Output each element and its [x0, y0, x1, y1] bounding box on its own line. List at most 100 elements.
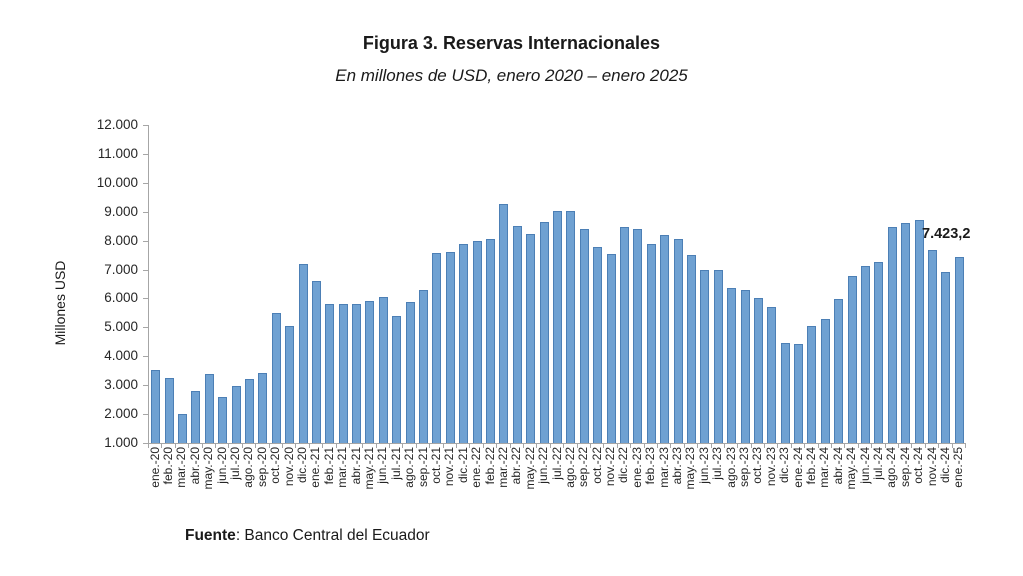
- x-tick-label: ago.-21: [402, 447, 417, 488]
- bar-oct.-23: [753, 298, 763, 443]
- bar-mar.-20: [177, 414, 187, 443]
- y-tick-mark: [143, 183, 148, 184]
- x-tick-mark: [871, 444, 873, 448]
- x-tick-mark: [362, 444, 364, 448]
- x-tick-mark: [737, 444, 739, 448]
- bar-ago.-20: [244, 379, 254, 443]
- x-tick-label: jul.-22: [549, 447, 564, 480]
- bar-may.-22: [526, 234, 536, 443]
- x-tick-label: abr.-24: [830, 447, 845, 485]
- bar-abr.-21: [352, 304, 362, 443]
- bar-feb.-21: [325, 304, 335, 443]
- x-tick-label: oct.-24: [911, 447, 926, 484]
- x-tick-mark: [670, 444, 672, 448]
- x-tick-mark: [375, 444, 377, 448]
- x-tick-mark: [523, 444, 525, 448]
- x-tick-mark: [402, 444, 404, 448]
- x-tick-mark: [911, 444, 913, 448]
- bar-nov.-23: [767, 307, 777, 443]
- x-tick-label: jul.-20: [228, 447, 243, 480]
- x-tick-label: nov.-22: [603, 447, 618, 487]
- x-tick-label: jun.-24: [857, 447, 872, 484]
- bar-ene.-22: [472, 241, 482, 443]
- bar-ago.-24: [887, 227, 897, 443]
- bar-jun.-20: [218, 397, 228, 443]
- plot-area: [148, 125, 966, 444]
- x-tick-label: ago.-24: [884, 447, 899, 488]
- x-tick-label: may.-22: [522, 447, 537, 490]
- bar-ago.-21: [405, 302, 415, 443]
- x-tick-mark: [174, 444, 176, 448]
- bar-jul.-24: [874, 262, 884, 443]
- x-tick-mark: [456, 444, 458, 448]
- x-tick-label: sep.-22: [576, 447, 591, 488]
- x-tick-mark: [616, 444, 618, 448]
- bar-jun.-24: [861, 266, 871, 443]
- x-tick-mark: [844, 444, 846, 448]
- bar-jul.-22: [553, 211, 562, 443]
- bar-nov.-24: [928, 250, 938, 443]
- x-tick-mark: [482, 444, 484, 448]
- bar-ago.-22: [566, 211, 576, 443]
- x-tick-label: nov.-23: [763, 447, 778, 487]
- bar-feb.-22: [486, 239, 496, 443]
- x-tick-label: sep.-21: [415, 447, 430, 488]
- bar-jun.-21: [378, 297, 388, 443]
- x-tick-label: may.-20: [201, 447, 216, 490]
- bar-ago.-23: [727, 288, 737, 443]
- y-tick-label: 4.000: [104, 348, 138, 363]
- x-tick-mark: [630, 444, 632, 448]
- x-tick-mark: [750, 444, 752, 448]
- x-tick-label: jun.-23: [696, 447, 711, 484]
- x-tick-label: jun.-22: [536, 447, 551, 484]
- x-tick-mark: [509, 444, 511, 448]
- bar-sep.-24: [901, 223, 911, 443]
- x-tick-label: oct.-21: [428, 447, 443, 484]
- x-tick-label: abr.-20: [187, 447, 202, 485]
- y-tick-label: 3.000: [104, 377, 138, 392]
- x-tick-label: oct.-23: [750, 447, 765, 484]
- y-tick-mark: [143, 298, 148, 299]
- x-tick-mark: [442, 444, 444, 448]
- bar-dic.-22: [619, 227, 629, 443]
- bar-may.-20: [204, 374, 214, 443]
- x-tick-mark: [188, 444, 190, 448]
- y-tick-label: 7.000: [104, 262, 138, 277]
- x-tick-mark: [148, 444, 149, 448]
- x-tick-mark: [924, 444, 926, 448]
- x-tick-mark: [898, 444, 900, 448]
- x-tick-mark: [214, 444, 216, 448]
- x-tick-mark: [536, 444, 538, 448]
- x-tick-label: jul.-24: [870, 447, 885, 480]
- x-tick-label: nov.-20: [281, 447, 296, 487]
- bar-abr.-20: [191, 391, 201, 443]
- x-tick-label: ene.-23: [629, 447, 644, 488]
- x-tick-label: ene.-25: [951, 447, 966, 488]
- bar-dic.-20: [298, 264, 308, 443]
- bar-oct.-21: [432, 253, 442, 443]
- chart-title: Figura 3. Reservas Internacionales: [362, 33, 661, 53]
- y-tick-mark: [143, 241, 148, 242]
- x-tick-mark: [415, 444, 417, 448]
- chart-subtitle: En millones de USD, enero 2020 – enero 2…: [335, 66, 688, 85]
- x-tick-mark: [295, 444, 297, 448]
- x-tick-mark: [764, 444, 766, 448]
- x-tick-label: dic.-21: [455, 447, 470, 484]
- x-tick-mark: [429, 444, 431, 448]
- x-tick-label: feb.-21: [321, 447, 336, 485]
- y-tick-mark: [143, 212, 148, 213]
- x-tick-label: feb.-22: [482, 447, 497, 485]
- x-tick-label: ene.-21: [308, 447, 323, 488]
- data-label-ene-25: 7.423,2: [922, 226, 971, 242]
- bar-mar.-23: [660, 235, 670, 443]
- x-tick-label: dic.-23: [777, 447, 792, 484]
- x-tick-label: jun.-21: [375, 447, 390, 484]
- x-tick-label: nov.-21: [442, 447, 457, 487]
- x-tick-label: jul.-23: [710, 447, 725, 480]
- x-tick-mark: [831, 444, 833, 448]
- x-tick-mark: [804, 444, 806, 448]
- x-tick-label: sep.-20: [254, 447, 269, 488]
- x-tick-label: nov.-24: [924, 447, 939, 487]
- bar-dic.-23: [780, 343, 790, 443]
- x-tick-mark: [710, 444, 712, 448]
